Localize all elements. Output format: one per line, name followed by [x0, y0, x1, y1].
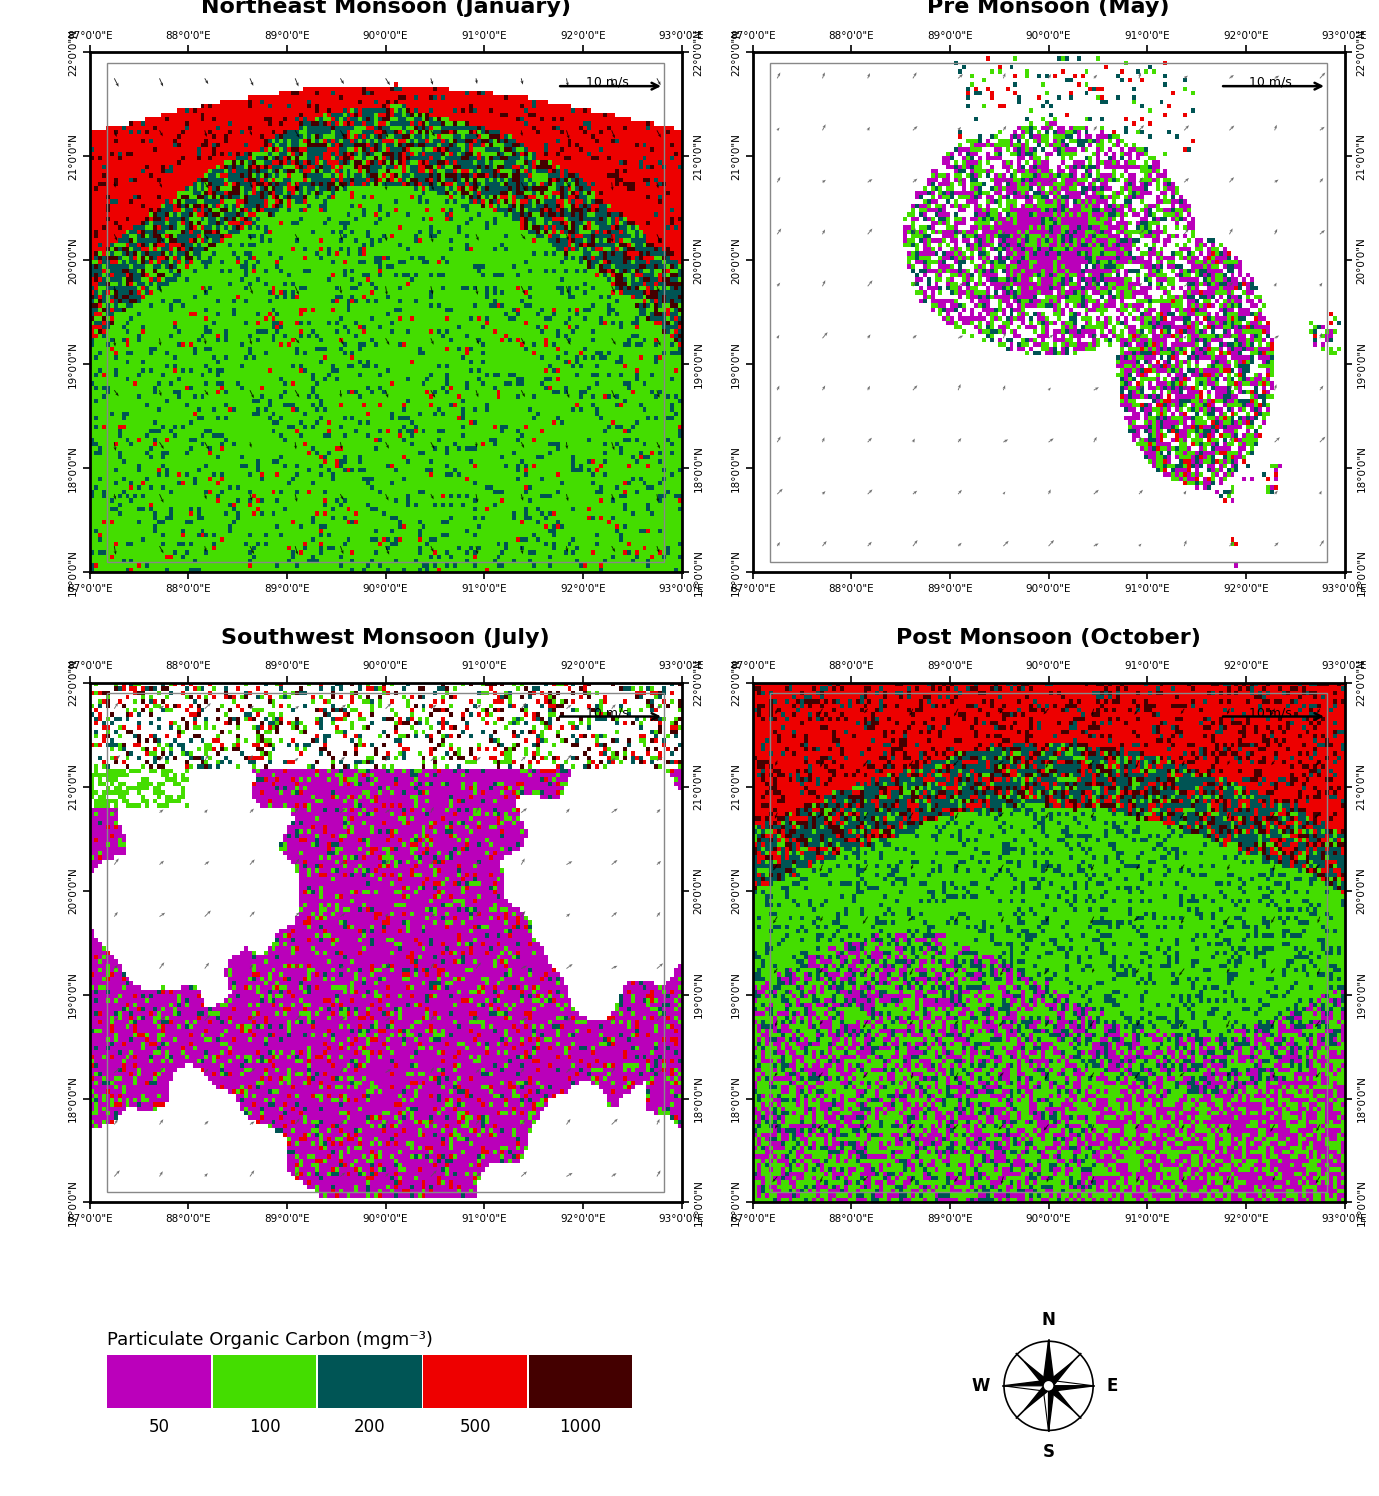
Polygon shape — [1051, 1381, 1094, 1385]
Polygon shape — [1051, 1385, 1094, 1391]
Text: 50: 50 — [149, 1418, 170, 1436]
Bar — [771, 63, 1327, 561]
Text: 10 m/s: 10 m/s — [1248, 706, 1291, 720]
Text: 10 m/s: 10 m/s — [586, 76, 629, 88]
Bar — [108, 63, 663, 561]
Text: 200: 200 — [354, 1418, 386, 1436]
Title: Northeast Monsoon (January): Northeast Monsoon (January) — [200, 0, 571, 18]
Polygon shape — [1048, 1340, 1054, 1384]
Polygon shape — [1043, 1388, 1048, 1432]
Text: E: E — [1107, 1376, 1118, 1394]
Text: S: S — [1043, 1442, 1055, 1460]
Polygon shape — [1025, 1361, 1051, 1388]
Polygon shape — [1003, 1381, 1047, 1385]
Polygon shape — [1003, 1385, 1047, 1391]
Bar — [108, 693, 663, 1192]
Text: 10 m/s: 10 m/s — [1248, 76, 1291, 88]
Bar — [108, 1355, 211, 1408]
Polygon shape — [1025, 1384, 1051, 1409]
Text: 1000: 1000 — [560, 1418, 601, 1436]
Text: 10 m/s: 10 m/s — [586, 706, 629, 720]
Bar — [771, 693, 1327, 1192]
Polygon shape — [1047, 1361, 1073, 1388]
Text: N: N — [1041, 1310, 1055, 1328]
Bar — [423, 1355, 527, 1408]
Bar — [530, 1355, 633, 1408]
Title: Post Monsoon (October): Post Monsoon (October) — [896, 628, 1201, 648]
Text: Particulate Organic Carbon (mgm⁻³): Particulate Organic Carbon (mgm⁻³) — [108, 1330, 433, 1348]
Polygon shape — [1047, 1384, 1073, 1409]
Bar — [212, 1355, 316, 1408]
Title: Pre Monsoon (May): Pre Monsoon (May) — [927, 0, 1169, 18]
Title: Southwest Monsoon (July): Southwest Monsoon (July) — [221, 628, 550, 648]
Text: W: W — [972, 1376, 990, 1394]
Text: 100: 100 — [248, 1418, 280, 1436]
Text: 500: 500 — [459, 1418, 491, 1436]
Circle shape — [1043, 1381, 1054, 1391]
Polygon shape — [1048, 1388, 1054, 1432]
Bar — [319, 1355, 422, 1408]
Polygon shape — [1043, 1340, 1048, 1384]
